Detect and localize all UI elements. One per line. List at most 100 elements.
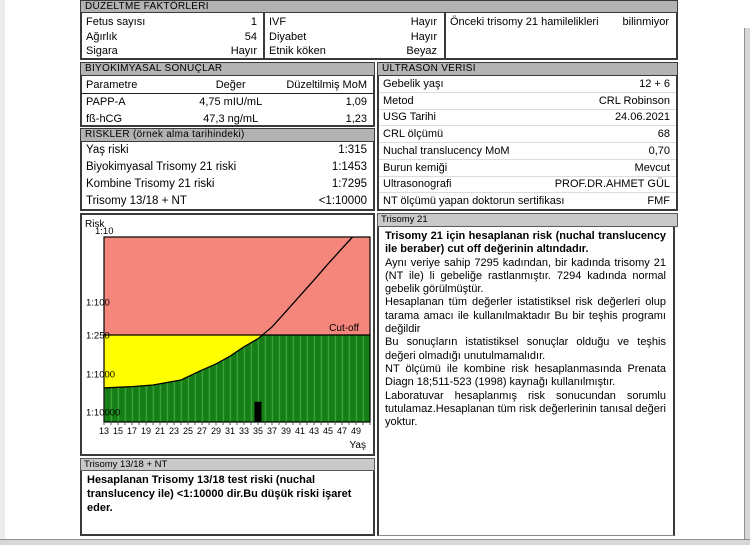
x-tick-label: 35 — [253, 426, 263, 436]
x-tick-label: 45 — [323, 426, 333, 436]
biochemical-box: Parametre Değer Düzeltilmiş MoM PAPP-A 4,75… — [80, 76, 375, 127]
ultrasound-row-label: Gebelik yaşı — [383, 77, 444, 90]
risk-rows: Yaş riski 1:315 Biyokimyasal Trisomy 21 ri… — [82, 142, 373, 209]
risk-row: Yaş riski 1:315 — [82, 142, 373, 159]
risk-age-chart: 13 15 17 19 21 23 25 27 29 31 33 35 37 39 41 43 45 47 49 1:… — [85, 219, 371, 451]
field-label: Sigara — [86, 45, 118, 58]
y-tick-label: 1:10000 — [86, 408, 120, 419]
risk-row-label: Kombine Trisomy 21 riski — [86, 177, 215, 190]
ultrasound-row-value: 12 + 6 — [639, 77, 670, 90]
bio-cell: 47,3 ng/mL — [203, 112, 259, 125]
bio-cell: PAPP-A — [86, 96, 126, 109]
field-row: Diyabet Hayır — [265, 30, 444, 45]
y-tick-label: 1:100 — [86, 298, 110, 309]
biochemical-header-bar: BİYOKİMYASAL SONUÇLAR — [80, 62, 375, 76]
x-tick-label: 39 — [281, 426, 291, 436]
ultrasound-row: Metod CRL Robinson — [379, 93, 676, 110]
x-tick-label: 13 — [99, 426, 109, 436]
trisomy1318-panel: Hesaplanan Trisomy 13/18 test riski (nuc… — [80, 471, 375, 536]
region-above-cutoff — [104, 237, 370, 335]
ultrasound-row: NT ölçümü yapan doktorun sertifikası FMF — [379, 193, 676, 209]
ultrasound-row: Ultrasonografi PROF.DR.AHMET GÜL — [379, 177, 676, 194]
region-between-cutoff-and-curve — [104, 335, 263, 388]
field-row: Önceki trisomy 21 hamilelikleri bilinmiyo… — [446, 15, 676, 30]
x-tick-label: 15 — [113, 426, 123, 436]
ultrasound-title: ULTRASON VERİSİ — [382, 63, 476, 74]
field-row: Etnik köken Beyaz — [265, 44, 444, 59]
x-tick-label: 33 — [239, 426, 249, 436]
correction-factors-box: Fetus sayısı 1 Ağırlık 54 Sigara Hayır IVF Hay… — [80, 13, 678, 60]
risk-chart-panel: 13 15 17 19 21 23 25 27 29 31 33 35 37 39 41 43 45 47 49 1:… — [80, 213, 375, 456]
trisomy21-header-bar: Trisomy 21 — [377, 213, 678, 227]
bio-cell: 1,23 — [345, 112, 367, 125]
risk-row-label: Trisomy 13/18 + NT — [86, 194, 187, 207]
field-value: bilinmiyor — [622, 16, 669, 28]
trisomy21-paragraph: Bu sonuçların istatistiksel sonuçlar old… — [385, 336, 666, 362]
x-tick-label: 37 — [267, 426, 277, 436]
x-tick-label: 27 — [197, 426, 207, 436]
correction-factors-col-1: Fetus sayısı 1 Ağırlık 54 Sigara Hayır — [82, 15, 264, 59]
field-value: Beyaz — [406, 45, 437, 58]
ultrasound-row-label: Ultrasonografi — [383, 178, 452, 191]
x-tick-label: 29 — [211, 426, 221, 436]
trisomy1318-title: Trisomy 13/18 + NT — [84, 459, 168, 470]
risk-row-value: 1:7295 — [331, 177, 367, 190]
field-row: Fetus sayısı 1 — [82, 15, 264, 30]
field-label: Ağırlık — [86, 30, 118, 43]
ultrasound-row-label: NT ölçümü yapan doktorun sertifikası — [383, 195, 565, 208]
x-tick-label: 25 — [183, 426, 193, 436]
risk-row-label: Yaş riski — [86, 144, 129, 157]
bio-cell: 4,75 mIU/mL — [199, 96, 263, 109]
field-row: Ağırlık 54 — [82, 30, 264, 45]
ultrasound-row-label: Metod — [383, 94, 414, 107]
ultrasound-row: Burun kemiği Mevcut — [379, 160, 676, 177]
x-tick-label: 31 — [225, 426, 235, 436]
trisomy1318-text: Hesaplanan Trisomy 13/18 test riski (nuc… — [87, 474, 352, 514]
ultrasound-row-label: CRL ölçümü — [383, 128, 444, 141]
trisomy21-paragraph: Laboratuvar hesaplanmış risk sonucundan … — [385, 389, 666, 429]
bio-column-header: Değer — [215, 78, 246, 91]
ultrasound-row-label: USG Tarihi — [383, 111, 436, 124]
age-risk-curve — [103, 236, 353, 389]
x-tick-label: 19 — [141, 426, 151, 436]
trisomy21-paragraph: Aynı veriye sahip 7295 kadından, bir kad… — [385, 256, 666, 296]
y-axis-title: Risk — [85, 219, 105, 230]
trisomy21-paragraph: NT ölçümü ile kombine risk hesaplanmasın… — [385, 362, 666, 389]
trisomy21-title: Trisomy 21 — [381, 214, 428, 225]
window-edge-left — [0, 0, 5, 545]
field-row: Sigara Hayır — [82, 44, 264, 59]
field-value: Hayır — [230, 45, 257, 58]
x-tick-label: 41 — [295, 426, 305, 436]
risk-row-value: 1:1453 — [331, 161, 367, 174]
ultrasound-row-value: Mevcut — [634, 161, 670, 174]
trisomy21-panel: Trisomy 21 için hesaplanan risk (nuchal … — [377, 227, 675, 536]
x-tick-label: 47 — [337, 426, 347, 436]
column-divider — [263, 13, 265, 58]
y-tick-label: 1:1000 — [86, 370, 115, 381]
field-value: 1 — [250, 16, 257, 28]
bio-column-header: Düzeltilmiş MoM — [286, 78, 367, 91]
x-tick-label: 23 — [169, 426, 179, 436]
ultrasound-row-label: Nuchal translucency MoM — [383, 144, 510, 157]
correction-factors-title: DÜZELTME FAKTÖRLERİ — [85, 1, 209, 12]
ultrasound-header-bar: ULTRASON VERİSİ — [377, 62, 678, 76]
field-row: IVF Hayır — [265, 15, 444, 30]
field-label: Fetus sayısı — [86, 16, 146, 28]
bio-cell: 1,09 — [345, 96, 367, 109]
ultrasound-row-value: 68 — [657, 128, 670, 141]
correction-factors-header-bar: DÜZELTME FAKTÖRLERİ — [80, 0, 678, 13]
x-tick-label: 17 — [127, 426, 137, 436]
correction-factors-col-2: IVF Hayır Diyabet Hayır Etnik köken Beyaz — [265, 15, 444, 59]
field-label: Önceki trisomy 21 hamilelikleri — [450, 16, 599, 28]
bio-cell: fß-hCG — [86, 112, 123, 125]
trisomy1318-header-bar: Trisomy 13/18 + NT — [80, 458, 375, 471]
window-edge-bottom — [0, 539, 750, 545]
risks-header-bar: RİSKLER (örnek alma tarihindeki) — [80, 128, 375, 142]
risk-row: Kombine Trisomy 21 riski 1:7295 — [82, 176, 373, 193]
x-tick-label: 49 — [351, 426, 361, 436]
risk-row-value: 1:315 — [338, 144, 367, 157]
field-value: 54 — [244, 30, 257, 43]
biochemical-title: BİYOKİMYASAL SONUÇLAR — [85, 63, 223, 74]
field-label: IVF — [269, 16, 287, 28]
biochemical-rows: PAPP-A 4,75 mIU/mL 1,09 fß-hCG 47,3 ng/mL 1,2… — [82, 94, 373, 127]
